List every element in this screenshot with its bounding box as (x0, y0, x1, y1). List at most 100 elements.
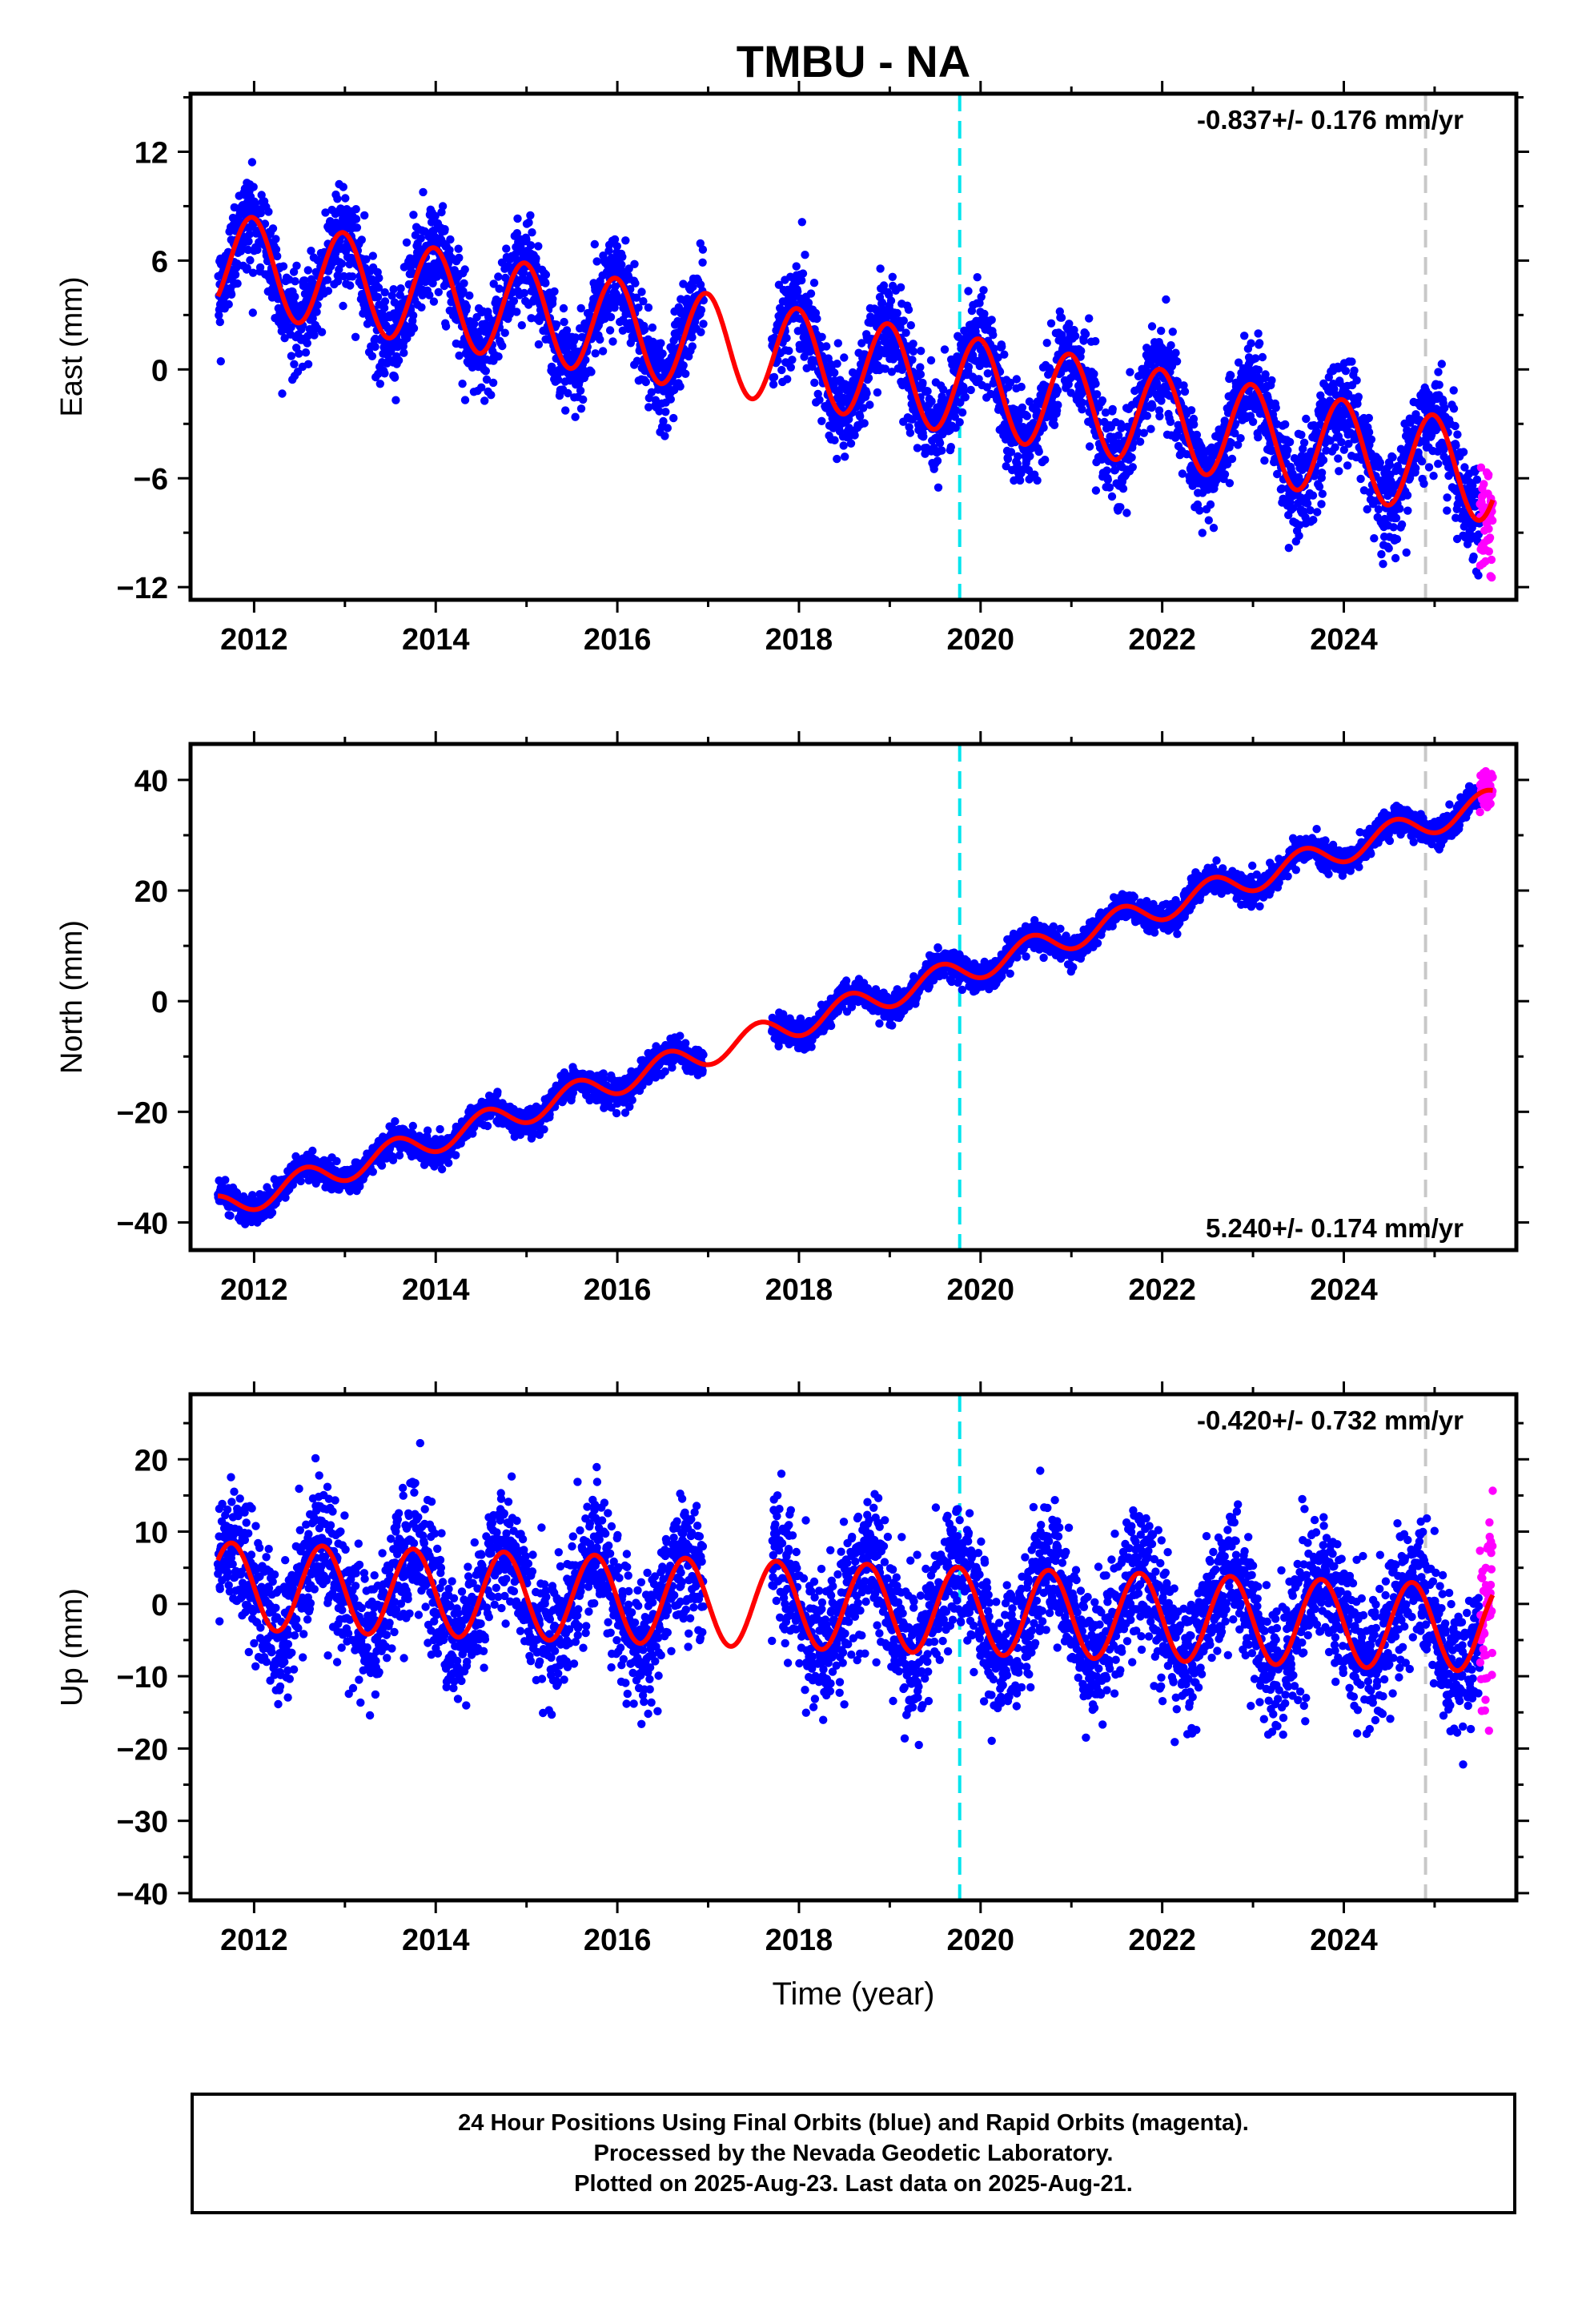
final-orbit-point (1190, 420, 1199, 429)
final-orbit-point (908, 356, 917, 364)
final-orbit-point (519, 268, 528, 277)
final-orbit-point (371, 342, 379, 352)
final-orbit-point (512, 308, 521, 316)
final-orbit-point (233, 279, 242, 288)
final-orbit-point (644, 403, 653, 412)
rapid-orbit-point (1484, 547, 1494, 556)
final-orbit-point (571, 333, 580, 342)
y-tick-label: 0 (151, 354, 168, 388)
final-orbit-point (512, 229, 522, 238)
final-orbit-point (833, 454, 841, 464)
final-orbit-point (290, 360, 299, 368)
final-orbit-point (215, 317, 224, 327)
final-orbit-point (896, 283, 905, 292)
final-orbit-point (1364, 413, 1374, 423)
final-orbit-point (230, 203, 239, 212)
east-final-orbit-points (214, 158, 1484, 580)
final-orbit-point (1139, 428, 1149, 437)
final-orbit-point (637, 287, 646, 296)
final-orbit-point (1391, 513, 1401, 523)
final-orbit-point (255, 263, 265, 272)
final-orbit-point (879, 281, 889, 290)
final-orbit-point (822, 342, 831, 351)
final-orbit-point (434, 287, 443, 296)
final-orbit-point (1391, 553, 1400, 563)
final-orbit-point (634, 304, 643, 312)
final-orbit-point (888, 272, 897, 281)
final-orbit-point (440, 225, 449, 234)
final-orbit-point (579, 395, 588, 404)
final-orbit-point (618, 252, 627, 261)
final-orbit-point (1114, 431, 1123, 440)
north-plot-area (214, 744, 1497, 1250)
final-orbit-point (1377, 549, 1386, 559)
final-orbit-point (416, 234, 425, 243)
final-orbit-point (1403, 491, 1412, 500)
final-orbit-point (1186, 406, 1196, 415)
final-orbit-point (1085, 314, 1094, 323)
final-orbit-point (1451, 421, 1460, 431)
final-orbit-point (698, 245, 708, 254)
final-orbit-point (380, 287, 389, 297)
y-tick-label: 6 (151, 245, 168, 279)
final-orbit-point (1057, 313, 1066, 322)
final-orbit-point (1429, 472, 1438, 480)
final-orbit-point (964, 362, 974, 372)
x-tick-label: 2012 (220, 623, 288, 657)
final-orbit-point (935, 439, 945, 448)
final-orbit-point (1254, 432, 1263, 442)
final-orbit-point (1101, 408, 1110, 417)
final-orbit-point (243, 263, 251, 272)
final-orbit-point (482, 375, 492, 384)
final-orbit-point (281, 1193, 290, 1202)
final-orbit-point (621, 236, 630, 245)
final-orbit-point (1452, 441, 1460, 450)
final-orbit-point (833, 339, 843, 348)
final-orbit-point (389, 285, 398, 294)
final-orbit-point (307, 247, 315, 255)
rapid-orbit-point (1484, 470, 1493, 479)
final-orbit-point (245, 230, 254, 239)
final-orbit-point (882, 312, 891, 321)
final-orbit-point (522, 235, 531, 244)
final-orbit-point (658, 349, 667, 358)
final-orbit-point (1220, 416, 1229, 425)
final-orbit-point (554, 376, 563, 384)
final-orbit-point (1046, 319, 1056, 328)
final-orbit-point (1388, 452, 1397, 462)
final-orbit-point (477, 383, 486, 392)
final-orbit-point (1098, 396, 1107, 405)
final-orbit-point (1254, 365, 1263, 375)
final-orbit-point (396, 284, 405, 293)
final-orbit-point (1370, 534, 1379, 543)
final-orbit-point (608, 337, 617, 346)
final-orbit-point (431, 211, 440, 220)
rapid-orbit-point (1488, 573, 1496, 582)
final-orbit-point (989, 331, 998, 340)
east-rate-annotation: -0.837+/- 0.176 mm/yr (1197, 105, 1464, 135)
final-orbit-point (1315, 482, 1324, 491)
final-orbit-point (966, 385, 975, 395)
final-orbit-point (951, 406, 961, 415)
final-orbit-point (541, 270, 551, 279)
final-orbit-point (856, 412, 865, 421)
final-orbit-point (977, 292, 986, 301)
final-orbit-point (1133, 428, 1142, 436)
final-orbit-point (301, 348, 311, 357)
final-orbit-point (333, 277, 343, 286)
final-orbit-point (487, 391, 496, 400)
final-orbit-point (581, 356, 590, 364)
final-orbit-point (460, 279, 468, 287)
final-orbit-point (1206, 500, 1215, 509)
final-orbit-point (1419, 479, 1428, 489)
final-orbit-point (848, 368, 857, 377)
final-orbit-point (576, 404, 586, 413)
final-orbit-point (1344, 440, 1353, 448)
final-orbit-point (321, 208, 330, 217)
final-orbit-point (271, 235, 280, 243)
final-orbit-point (1015, 476, 1025, 485)
final-orbit-point (841, 452, 849, 461)
final-orbit-point (1339, 445, 1349, 454)
final-orbit-point (470, 320, 479, 328)
